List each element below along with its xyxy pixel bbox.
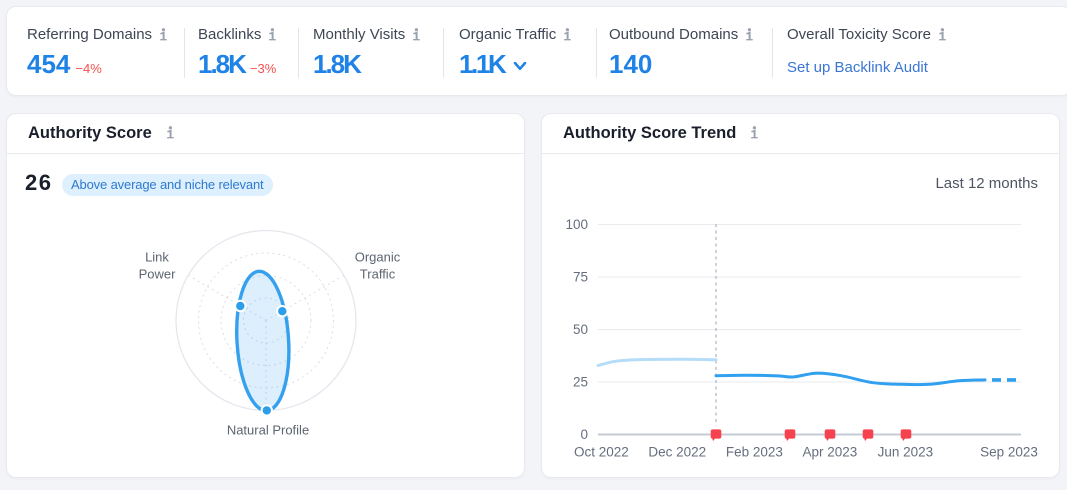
svg-text:Feb 2023: Feb 2023 (726, 445, 783, 460)
svg-text:50: 50 (573, 322, 588, 337)
svg-text:0: 0 (580, 427, 588, 442)
svg-text:25: 25 (573, 375, 588, 390)
svg-text:Sep 2023: Sep 2023 (980, 445, 1038, 460)
svg-text:100: 100 (565, 217, 588, 232)
svg-text:Dec 2022: Dec 2022 (648, 445, 706, 460)
svg-text:Jun 2023: Jun 2023 (878, 445, 934, 460)
svg-text:Oct 2022: Oct 2022 (574, 445, 629, 460)
svg-text:75: 75 (573, 270, 588, 285)
svg-text:Natural Profile: Natural Profile (227, 423, 309, 438)
svg-text:Power: Power (139, 267, 177, 282)
svg-text:Apr 2023: Apr 2023 (803, 445, 858, 460)
svg-text:Organic: Organic (355, 250, 401, 265)
svg-text:Traffic: Traffic (360, 267, 396, 282)
svg-text:Link: Link (145, 250, 169, 265)
